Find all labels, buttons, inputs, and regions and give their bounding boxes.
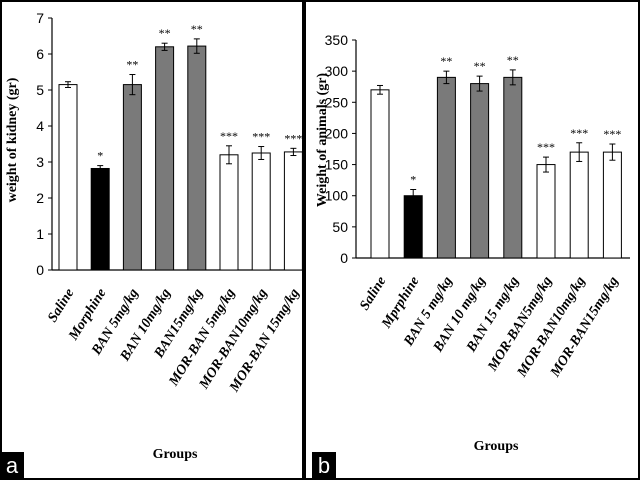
bar <box>251 152 271 271</box>
bar <box>122 84 142 271</box>
significance-label: *** <box>603 127 621 141</box>
panel-b-frame <box>304 0 640 480</box>
significance-label: ** <box>474 59 486 73</box>
significance-label: *** <box>220 129 238 143</box>
panel-a-letter: a <box>0 452 24 480</box>
y-tick-label: 350 <box>325 32 349 48</box>
bar <box>503 76 523 259</box>
significance-label: ** <box>507 53 519 67</box>
y-tick-label: 0 <box>340 250 348 266</box>
y-tick-label: 2 <box>36 190 44 206</box>
y-tick-label: 100 <box>325 188 349 204</box>
panel-a-frame <box>0 0 304 480</box>
bar <box>90 167 110 271</box>
y-tick-label: 150 <box>325 157 349 173</box>
significance-label: ** <box>126 58 138 72</box>
y-tick-label: 3 <box>36 154 44 170</box>
bar <box>569 151 589 259</box>
bar <box>470 83 490 259</box>
y-tick-label: 50 <box>332 219 348 235</box>
y-tick-label: 6 <box>36 46 44 62</box>
y-tick-label: 1 <box>36 226 44 242</box>
category-label: Saline <box>357 274 389 313</box>
bar <box>370 89 390 259</box>
category-label: Saline <box>45 286 77 325</box>
y-tick-label: 7 <box>36 10 44 26</box>
x-axis-label: Groups <box>474 439 519 454</box>
significance-label: *** <box>252 130 270 144</box>
y-tick-label: 200 <box>325 125 349 141</box>
x-axis-label: Groups <box>153 447 198 462</box>
y-tick-label: 4 <box>36 118 44 134</box>
y-tick-label: 300 <box>325 63 349 79</box>
chart-b: 050100150200250300350Saline*Mprphine**BA… <box>315 32 630 454</box>
significance-label: *** <box>537 140 555 154</box>
significance-label: *** <box>570 126 588 140</box>
y-tick-label: 0 <box>36 262 44 278</box>
bar <box>58 84 78 271</box>
y-tick-label: 250 <box>325 94 349 110</box>
bar <box>602 151 622 259</box>
bar <box>403 195 423 259</box>
y-axis-label: Weight of animals (gr) <box>315 73 330 207</box>
significance-label: ** <box>191 22 203 36</box>
significance-label: ** <box>159 26 171 40</box>
significance-label: ** <box>440 54 452 68</box>
bar <box>283 151 303 271</box>
panel-b-letter: b <box>312 452 336 480</box>
bar <box>436 76 456 259</box>
significance-label: * <box>97 149 103 163</box>
significance-label: *** <box>284 131 302 145</box>
bar <box>187 45 207 271</box>
bar <box>536 164 556 259</box>
y-tick-label: 5 <box>36 82 44 98</box>
bar <box>219 154 239 271</box>
bar <box>155 46 175 271</box>
significance-label: * <box>410 172 416 186</box>
y-axis-label: weight of kidney (gr) <box>5 77 20 202</box>
